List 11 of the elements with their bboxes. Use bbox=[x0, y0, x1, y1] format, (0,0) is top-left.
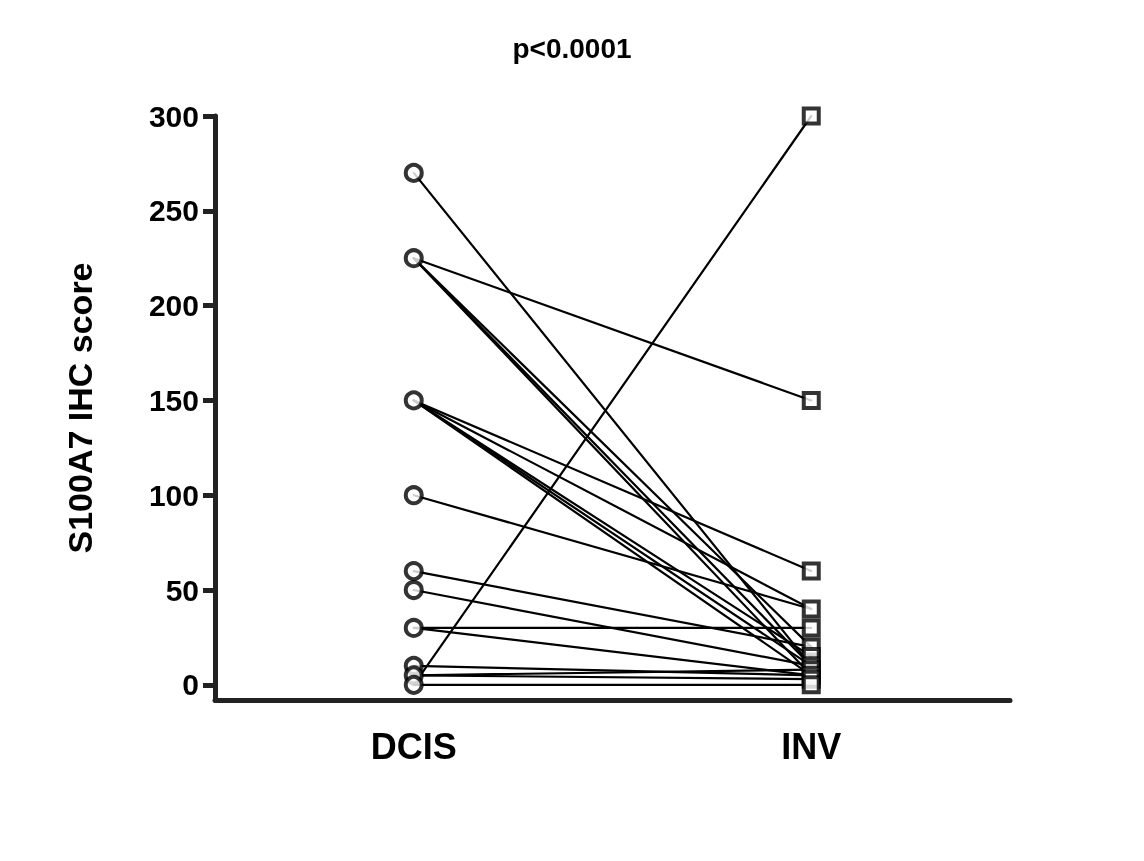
y-tick-label: 250 bbox=[148, 194, 199, 228]
y-tick-label: 100 bbox=[148, 478, 199, 512]
x-tick-label: INV bbox=[781, 725, 842, 767]
y-axis-title: S100A7 IHC score bbox=[61, 262, 99, 554]
y-tick-label: 150 bbox=[148, 383, 199, 417]
text: p<0.0001 bbox=[512, 32, 632, 64]
x-tick-label: DCIS bbox=[370, 725, 457, 767]
y-tick-label: 300 bbox=[148, 99, 199, 133]
y-tick-label: 50 bbox=[165, 573, 199, 607]
y-tick-label: 200 bbox=[148, 289, 199, 323]
y-tick-label: 0 bbox=[182, 668, 199, 702]
